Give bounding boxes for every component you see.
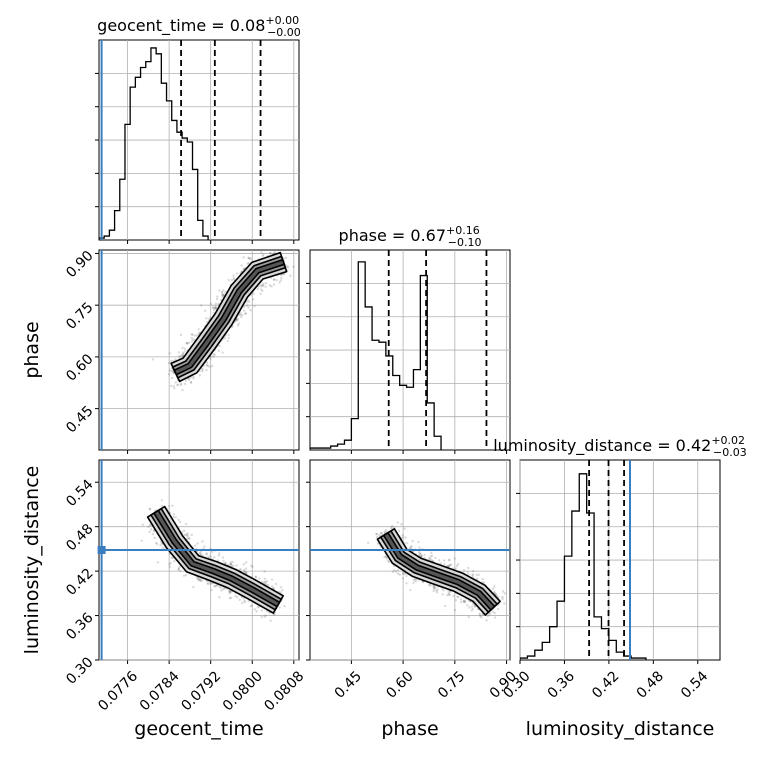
- hist-title-luminosity_distance: luminosity_distance = 0.42+0.02 −0.03: [493, 434, 747, 459]
- x-tick-label-geocent_time: 0.0784: [137, 668, 183, 714]
- hist-panel-geocent_time: [95, 39, 300, 244]
- x-tick-label-geocent_time: 0.0800: [220, 668, 266, 714]
- x-tick-label-luminosity_distance: 0.42: [589, 668, 622, 701]
- truth-marker: [97, 546, 106, 554]
- x-tick-label-geocent_time: 0.0776: [95, 668, 141, 714]
- contour-middle: [379, 530, 498, 614]
- scatter-panel-phase-vs-geocent_time-frame: [98, 249, 300, 451]
- y-axis-label-luminosity-distance: luminosity_distance: [21, 466, 43, 655]
- y-tick-label-luminosity_distance: 0.54: [63, 476, 96, 509]
- hist-title-geocent_time: geocent_time = 0.08+0.00 −0.00: [97, 14, 301, 39]
- hist-panel-phase: [306, 249, 511, 454]
- x-axis-label-phase: phase: [381, 718, 438, 740]
- x-tick-label-geocent_time: 0.0792: [178, 668, 224, 714]
- x-tick-label-geocent_time: 0.0808: [261, 668, 307, 714]
- x-axis-label-geocent-time: geocent_time: [134, 718, 263, 740]
- y-tick-label-phase: 0.75: [63, 300, 96, 333]
- y-tick-label-phase: 0.60: [63, 351, 96, 384]
- scatter-area: [151, 250, 295, 392]
- x-tick-label-phase: 0.75: [435, 668, 468, 701]
- scatter-panel-luminosity_distance-vs-geocent_time: [95, 459, 300, 664]
- y-tick-label-luminosity_distance: 0.30: [63, 654, 96, 687]
- y-tick-label-luminosity_distance: 0.42: [63, 565, 96, 598]
- x-tick-label-luminosity_distance: 0.54: [678, 668, 711, 701]
- x-tick-label-luminosity_distance: 0.36: [545, 668, 578, 701]
- y-tick-label-luminosity_distance: 0.48: [63, 521, 96, 554]
- y-tick-label-phase: 0.90: [63, 248, 96, 281]
- hist-panel-luminosity_distance: [516, 459, 721, 664]
- contour-inner: [173, 258, 286, 376]
- x-axis-label-luminosity-distance: luminosity_distance: [526, 718, 715, 740]
- scatter-panel-luminosity_distance-vs-phase: [306, 459, 511, 664]
- contour-inner: [382, 531, 496, 611]
- histogram-step-phase: [310, 261, 442, 450]
- x-tick-label-luminosity_distance: 0.48: [634, 668, 667, 701]
- histogram-step-luminosity_distance: [520, 473, 647, 660]
- y-tick-label-phase: 0.45: [63, 403, 96, 436]
- x-tick-label-phase: 0.60: [383, 668, 416, 701]
- hist-title-phase: phase = 0.67+0.16 −0.10: [339, 224, 482, 249]
- histogram-step-geocent_time: [99, 47, 209, 240]
- contour-inner: [153, 509, 281, 608]
- y-axis-label-phase: phase: [21, 321, 43, 378]
- scatter-area: [140, 499, 286, 623]
- scatter-panel-phase-vs-geocent_time: [95, 249, 300, 454]
- y-tick-label-luminosity_distance: 0.36: [63, 610, 96, 643]
- x-tick-label-phase: 0.45: [332, 668, 365, 701]
